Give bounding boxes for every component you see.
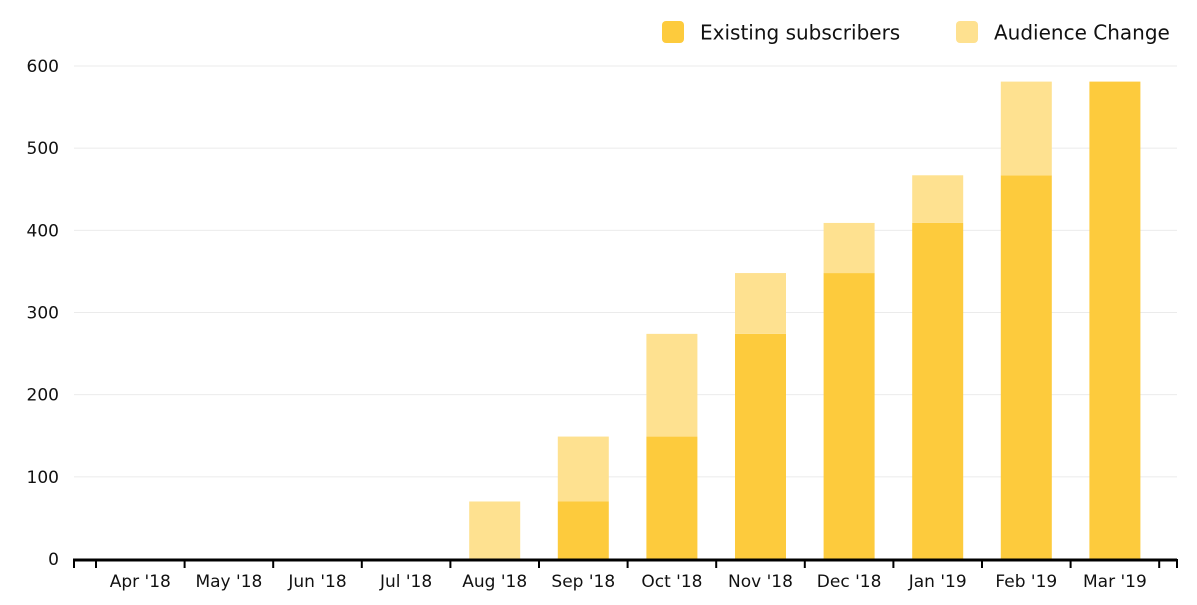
bar-existing-subscribers (557, 501, 609, 559)
x-axis-ticks: Apr '18 May '18 Jun '18 Jul '18 Aug '18 Sep '… (110, 572, 1147, 592)
bar-audience-change (469, 501, 521, 559)
x-tick-label: Feb '19 (995, 572, 1057, 592)
bar-audience-change (823, 222, 875, 274)
y-tick-label: 200 (27, 386, 59, 406)
y-tick-label: 600 (27, 57, 59, 77)
x-axis (73, 558, 1178, 568)
legend-item-existing-subscribers[interactable]: Existing subscribers (662, 21, 900, 45)
x-tick-label: Jan '19 (908, 572, 967, 592)
x-tick-label: Oct '18 (641, 572, 702, 592)
legend-item-audience-change[interactable]: Audience Change (956, 21, 1170, 45)
bars (469, 81, 1141, 559)
legend-swatch (956, 21, 978, 43)
y-tick-label: 100 (27, 468, 59, 488)
x-tick-label: Mar '19 (1083, 572, 1147, 592)
bar-audience-change (735, 273, 786, 334)
legend-label: Existing subscribers (700, 21, 900, 45)
x-tick-label: Apr '18 (110, 572, 171, 592)
legend: Existing subscribers Audience Change (662, 21, 1170, 45)
x-tick-label: Dec '18 (817, 572, 882, 592)
bar-audience-change (557, 436, 609, 502)
gridlines (74, 65, 1177, 478)
bar-audience-change (1000, 81, 1052, 176)
x-tick-label: Sep '18 (551, 572, 615, 592)
bar-existing-subscribers (646, 436, 698, 559)
bar-existing-subscribers (823, 273, 875, 559)
bar-existing-subscribers (1089, 81, 1141, 559)
x-tick-label: May '18 (195, 572, 262, 592)
bar-audience-change (646, 333, 698, 437)
legend-swatch (662, 21, 684, 43)
legend-label: Audience Change (994, 21, 1170, 45)
y-tick-label: 500 (27, 139, 59, 159)
y-tick-label: 300 (27, 304, 59, 324)
bar-audience-change (912, 175, 964, 223)
bar-existing-subscribers (1000, 175, 1052, 559)
bar-existing-subscribers (735, 333, 786, 559)
bar-existing-subscribers (912, 222, 964, 559)
x-tick-label: Jul '18 (379, 572, 432, 592)
x-tick-label: Aug '18 (462, 572, 527, 592)
x-tick-label: Nov '18 (728, 572, 793, 592)
y-tick-label: 400 (27, 221, 59, 241)
x-tick-label: Jun '18 (287, 572, 346, 592)
y-axis-ticks: 0 100 200 300 400 500 600 (27, 57, 59, 570)
y-tick-label: 0 (48, 550, 59, 570)
